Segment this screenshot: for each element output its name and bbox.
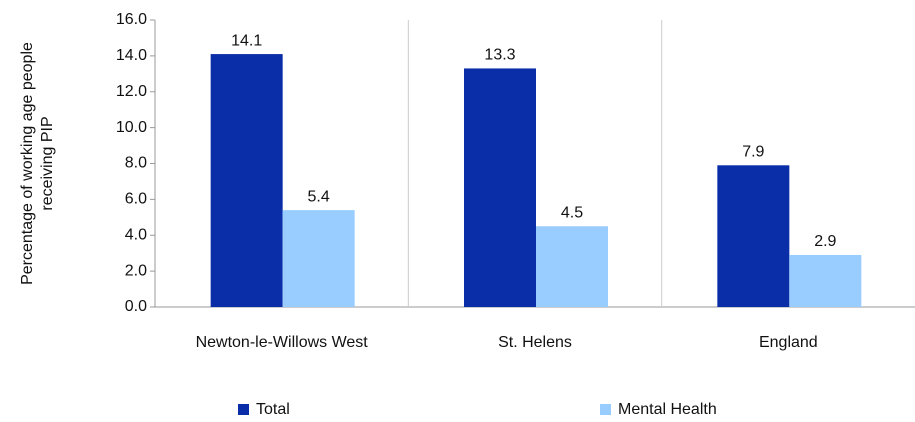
y-tick-label: 16.0 (116, 11, 147, 28)
bar (536, 226, 608, 307)
y-tick-label: 6.0 (125, 191, 147, 208)
y-tick-label: 4.0 (125, 226, 147, 243)
y-tick-label: 10.0 (116, 119, 147, 136)
data-label: 13.3 (484, 47, 515, 64)
y-axis-label: Percentage of working age people receivin… (19, 42, 56, 285)
x-tick-label: St. Helens (498, 334, 572, 351)
legend-label: Total (256, 401, 290, 418)
x-tick-label: England (759, 334, 818, 351)
y-axis-label-line: receiving PIP (39, 116, 56, 210)
data-label: 5.4 (308, 188, 330, 205)
y-tick-label: 2.0 (125, 262, 147, 279)
legend-label: Mental Health (618, 401, 717, 418)
bar (464, 68, 536, 308)
data-label: 2.9 (814, 233, 836, 250)
y-tick-label: 14.0 (116, 47, 147, 64)
data-label: 14.1 (231, 32, 262, 49)
y-axis-label-line: Percentage of working age people (19, 42, 36, 285)
bar (717, 165, 790, 307)
bar (210, 54, 283, 307)
y-tick-label: 0.0 (125, 298, 147, 315)
data-label: 4.5 (561, 205, 583, 222)
x-tick-label: Newton-le-Willows West (196, 334, 369, 351)
legend-swatch (600, 404, 611, 415)
legend-swatch (238, 404, 249, 415)
y-tick-label: 8.0 (125, 155, 147, 172)
y-tick-label: 12.0 (116, 83, 147, 100)
bar (789, 254, 862, 307)
bar (282, 210, 355, 307)
data-label: 7.9 (742, 144, 764, 161)
